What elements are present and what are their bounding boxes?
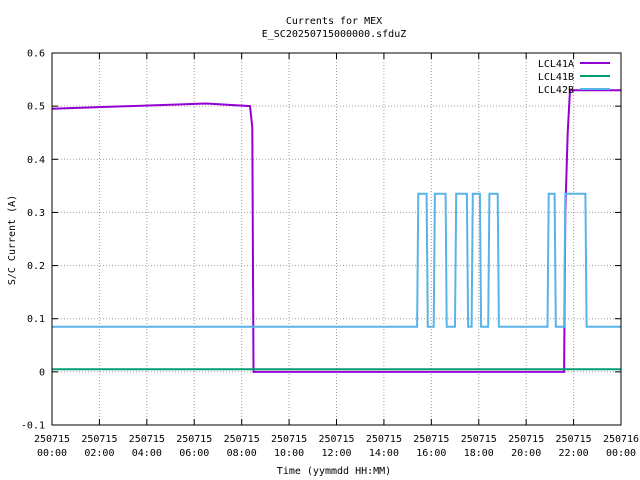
x-tick-date-label: 250715 (176, 434, 212, 445)
x-tick-time-label: 06:00 (179, 448, 209, 459)
y-tick-label: 0 (39, 367, 45, 378)
chart-title: Currents for MEX (286, 16, 382, 27)
x-tick-date-label: 250715 (413, 434, 449, 445)
x-tick-time-label: 12:00 (321, 448, 351, 459)
x-tick-date-label: 250715 (271, 434, 307, 445)
y-axis-label: S/C Current (A) (7, 195, 18, 285)
x-tick-time-label: 04:00 (132, 448, 162, 459)
x-tick-time-label: 22:00 (559, 448, 589, 459)
x-tick-date-label: 250715 (508, 434, 544, 445)
x-tick-date-label: 250715 (129, 434, 165, 445)
x-tick-date-label: 250715 (81, 434, 117, 445)
x-tick-time-label: 00:00 (606, 448, 636, 459)
series-line-lcl42b (52, 192, 621, 328)
x-tick-date-label: 250715 (556, 434, 592, 445)
y-tick-label: 0.4 (27, 155, 45, 166)
legend-label: LCL41B (538, 72, 574, 83)
x-tick-time-label: 14:00 (369, 448, 399, 459)
x-axis-label: Time (yymmdd HH:MM) (277, 466, 391, 477)
legend-label: LCL42B (538, 85, 574, 96)
x-tick-time-label: 10:00 (274, 448, 304, 459)
x-tick-date-label: 250716 (603, 434, 639, 445)
x-tick-time-label: 16:00 (416, 448, 446, 459)
legend: LCL41A LCL41B LCL42B (538, 59, 610, 96)
x-tick-time-label: 20:00 (511, 448, 541, 459)
chart-subtitle: E_SC20250715000000.sfduZ (262, 29, 407, 40)
x-tick-date-label: 250715 (461, 434, 497, 445)
y-tick-label: 0.3 (27, 208, 45, 219)
y-tick-label: -0.1 (21, 421, 45, 432)
legend-label: LCL41A (538, 59, 574, 70)
x-tick-time-label: 08:00 (227, 448, 257, 459)
y-tick-label: 0.6 (27, 49, 45, 60)
series-line-lcl41a (51, 89, 621, 373)
y-tick-label: 0.2 (27, 261, 45, 272)
y-tick-label: 0.1 (27, 314, 45, 325)
x-tick-time-label: 18:00 (464, 448, 494, 459)
y-axis-ticks: -0.1 0 0.1 0.2 0.3 0.4 0.5 0.6 (21, 49, 621, 432)
x-tick-date-label: 250715 (318, 434, 354, 445)
x-tick-time-label: 00:00 (37, 448, 67, 459)
y-tick-label: 0.5 (27, 102, 45, 113)
x-tick-date-label: 250715 (224, 434, 260, 445)
x-tick-date-label: 250715 (366, 434, 402, 445)
x-tick-date-label: 250715 (34, 434, 70, 445)
series-group (51, 89, 621, 373)
x-axis-ticks: 250715 00:00 250715 02:00 250715 04:00 250715 0… (34, 53, 639, 459)
x-tick-time-label: 02:00 (84, 448, 114, 459)
